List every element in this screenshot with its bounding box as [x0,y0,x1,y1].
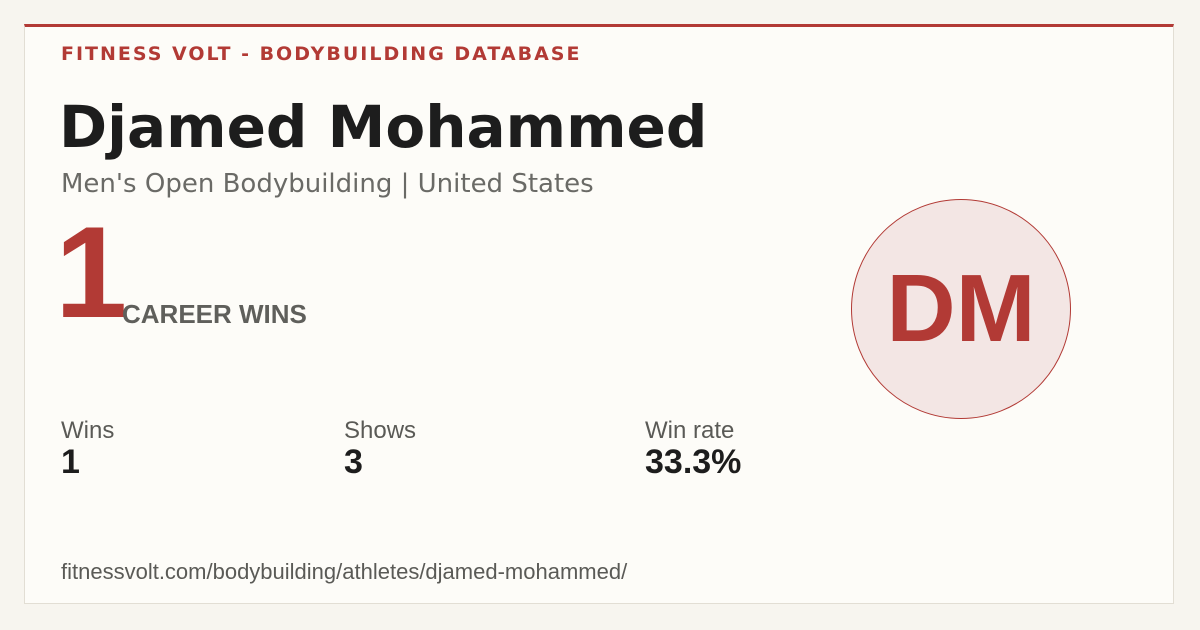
stat-value: 3 [344,443,363,481]
stat-label: Shows [344,417,417,444]
career-wins-number: 1 [55,199,128,345]
athlete-subtitle: Men's Open Bodybuilding | United States [61,169,594,199]
stat-value: 1 [61,443,80,481]
stat-label: Wins [61,417,115,444]
stat: Wins 1 [61,417,114,479]
career-wins-label: CAREER WINS [122,299,307,329]
stat: Win rate 33.3% [645,417,741,479]
stat: Shows 3 [344,417,416,479]
athlete-name: Djamed Mohammed [59,93,708,161]
card: FITNESS VOLT - BODYBUILDING DATABASE Dja… [24,24,1174,604]
avatar: DM [851,199,1071,419]
url: fitnessvolt.com/bodybuilding/athletes/dj… [61,559,628,584]
stat-label: Win rate [645,417,735,444]
site-title: FITNESS VOLT - BODYBUILDING DATABASE [61,43,582,65]
stat-value: 33.3% [645,443,742,481]
